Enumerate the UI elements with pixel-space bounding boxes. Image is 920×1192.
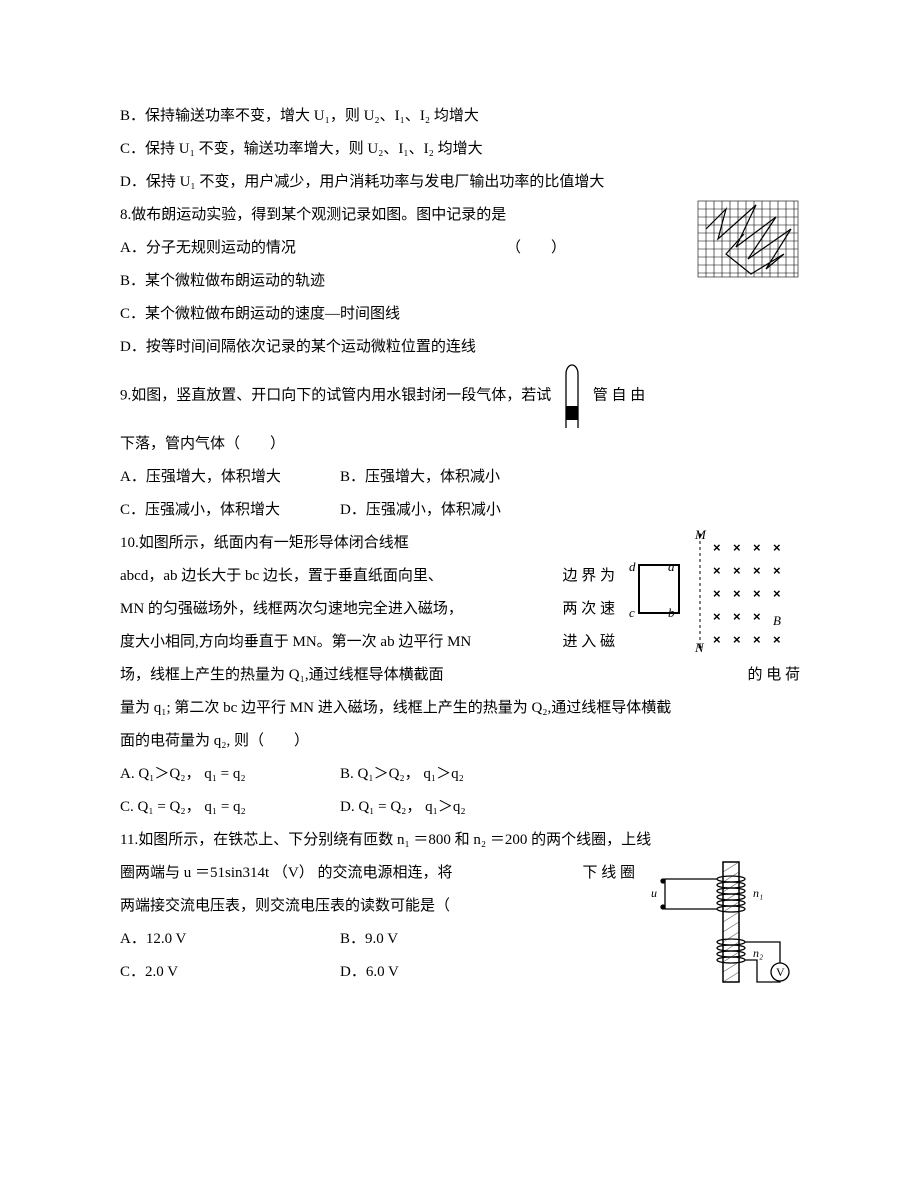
q10-l2: abcd，ab 边长大于 bc 边长，置于垂直纸面向里、 边 界 为	[120, 560, 800, 593]
q10-options-row1: A. Q₁＞Q₂， q₁ = q₂ B. Q₁＞Q₂， q₁＞q₂	[120, 758, 800, 791]
q10-option-a: A. Q₁＞Q₂， q₁ = q₂	[120, 758, 340, 791]
q9-option-d: D．压强减小，体积减小	[340, 494, 560, 527]
q10-l3a: MN 的匀强磁场外，线框两次匀速地完全进入磁场，	[120, 601, 463, 617]
q8-option-d: D．按等时间间隔依次记录的某个运动微粒位置的连线	[120, 331, 800, 364]
q11-l3: 两端接交流电压表，则交流电压表的读数可能是（	[120, 890, 800, 923]
q9-option-a: A．压强增大，体积增大	[120, 461, 340, 494]
q10-option-b: B. Q₁＞Q₂， q₁＞q₂	[340, 758, 560, 791]
q10-l7: 面的电荷量为 q₂, 则（ ）	[120, 725, 800, 758]
q11-options-row1: A．12.0 V B．9.0 V	[120, 923, 635, 956]
q11-l2a: 圈两端与 u ＝51sin314t （V） 的交流电源相连，将	[120, 865, 453, 881]
q11-l2: 圈两端与 u ＝51sin314t （V） 的交流电源相连，将 下 线 圈	[120, 857, 800, 890]
q10-l2a: abcd，ab 边长大于 bc 边长，置于垂直纸面向里、	[120, 568, 443, 584]
q10-l5: 场，线框上产生的热量为 Q₁,通过线框导体横截面 的 电 荷	[120, 659, 800, 692]
q10-l3r: 两 次 速	[562, 593, 615, 626]
q9-option-b: B．压强增大，体积减小	[340, 461, 560, 494]
q11-option-d: D．6.0 V	[340, 956, 560, 989]
q11-option-b: B．9.0 V	[340, 923, 560, 956]
q10-l4: 度大小相同,方向均垂直于 MN。第一次 ab 边平行 MN 进 入 磁	[120, 626, 800, 659]
q10-block: M N B a d b c ×××× ×××× ×××× ××× ×××× 10…	[120, 527, 800, 824]
q11-option-a: A．12.0 V	[120, 923, 340, 956]
q10-option-c: C. Q₁ = Q₂， q₁ = q₂	[120, 791, 340, 824]
q11-l2r: 下 线 圈	[582, 857, 635, 890]
q11-option-c: C．2.0 V	[120, 956, 340, 989]
q10-l4r: 进 入 磁	[562, 626, 615, 659]
q9-text-part1: 9.如图，竖直放置、开口向下的试管内用水银封闭一段气体，若试	[120, 387, 551, 403]
q9-options-row2: C．压强减小，体积增大 D．压强减小，体积减小	[120, 494, 800, 527]
q9-text-part2: 管 自 由	[593, 387, 646, 403]
q7-option-b: B．保持输送功率不变，增大 U₁，则 U₂、I₁、I₂ 均增大	[120, 100, 800, 133]
q10-l6: 量为 q₁; 第二次 bc 边平行 MN 进入磁场，线框上产生的热量为 Q₂,通…	[120, 692, 800, 725]
q7-option-d: D．保持 U₁ 不变，用户减少，用户消耗功率与发电厂输出功率的比值增大	[120, 166, 800, 199]
q11-options-row2: C．2.0 V D．6.0 V	[120, 956, 635, 989]
q10-l4a: 度大小相同,方向均垂直于 MN。第一次 ab 边平行 MN	[120, 634, 471, 650]
q10-l3: MN 的匀强磁场外，线框两次匀速地完全进入磁场， 两 次 速	[120, 593, 800, 626]
q11-l1: 11.如图所示，在铁芯上、下分别绕有匝数 n₁ ＝800 和 n₂ ＝200 的…	[120, 824, 800, 857]
svg-text:V: V	[776, 965, 785, 979]
q7-option-c: C．保持 U₁ 不变，输送功率增大，则 U₂、I₁、I₂ 均增大	[120, 133, 800, 166]
svg-text:n₂: n₂	[753, 946, 763, 960]
q8-option-c: C．某个微粒做布朗运动的速度—时间图线	[120, 298, 800, 331]
q8-option-a: A．分子无规则运动的情况	[120, 232, 800, 265]
q11-block: 11.如图所示，在铁芯上、下分别绕有匝数 n₁ ＝800 和 n₂ ＝200 的…	[120, 824, 800, 997]
test-tube-figure	[561, 364, 583, 428]
q8-stem-line: 8.做布朗运动实验，得到某个观测记录如图。图中记录的是 （ ）	[120, 199, 800, 232]
q10-l5a: 场，线框上产生的热量为 Q₁,通过线框导体横截面	[120, 667, 444, 683]
q9-options-row1: A．压强增大，体积增大 B．压强增大，体积减小	[120, 461, 800, 494]
q8-option-b: B．某个微粒做布朗运动的轨迹	[120, 265, 800, 298]
q9-line1: 9.如图，竖直放置、开口向下的试管内用水银封闭一段气体，若试 管 自 由	[120, 364, 800, 428]
q8-stem-text: 8.做布朗运动实验，得到某个观测记录如图。图中记录的是	[120, 207, 506, 223]
q10-options-row2: C. Q₁ = Q₂， q₁ = q₂ D. Q₁ = Q₂， q₁＞q₂	[120, 791, 800, 824]
q10-l1: 10.如图所示，纸面内有一矩形导体闭合线框	[120, 527, 800, 560]
q10-l5r: 的 电 荷	[747, 659, 800, 692]
q10-option-d: D. Q₁ = Q₂， q₁＞q₂	[340, 791, 560, 824]
q10-l2r: 边 界 为	[562, 560, 615, 593]
q9-option-c: C．压强减小，体积增大	[120, 494, 340, 527]
q9-line2: 下落，管内气体（ ）	[120, 428, 800, 461]
